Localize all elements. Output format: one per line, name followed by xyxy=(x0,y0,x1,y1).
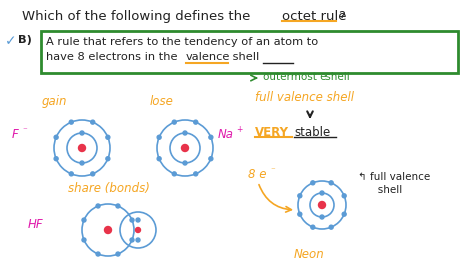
Text: ⁻: ⁻ xyxy=(316,72,321,81)
Circle shape xyxy=(69,120,73,124)
Text: F: F xyxy=(12,128,19,141)
Text: Neon: Neon xyxy=(294,248,325,261)
Circle shape xyxy=(96,204,100,208)
Text: Which of the following defines the: Which of the following defines the xyxy=(22,10,255,23)
Text: ↰ full valence: ↰ full valence xyxy=(358,172,430,182)
Circle shape xyxy=(311,181,315,185)
Circle shape xyxy=(311,225,315,229)
Circle shape xyxy=(91,120,95,124)
Circle shape xyxy=(136,227,140,232)
Text: share (bonds): share (bonds) xyxy=(68,182,150,195)
Circle shape xyxy=(69,172,73,176)
Text: 8 e: 8 e xyxy=(248,168,266,181)
Circle shape xyxy=(96,252,100,256)
Circle shape xyxy=(106,135,110,139)
Circle shape xyxy=(194,172,198,176)
Circle shape xyxy=(104,227,111,234)
Circle shape xyxy=(172,172,176,176)
Text: HF: HF xyxy=(28,218,44,231)
Circle shape xyxy=(209,157,213,161)
Text: outermost e: outermost e xyxy=(263,72,327,82)
Text: VERY: VERY xyxy=(255,126,289,139)
Circle shape xyxy=(136,238,140,242)
Circle shape xyxy=(298,212,302,216)
Text: stable: stable xyxy=(294,126,330,139)
Text: ✓: ✓ xyxy=(5,34,17,48)
Circle shape xyxy=(342,212,346,216)
Circle shape xyxy=(329,225,333,229)
Circle shape xyxy=(79,144,85,152)
Circle shape xyxy=(182,144,189,152)
Circle shape xyxy=(319,202,326,209)
Text: valence: valence xyxy=(186,52,230,62)
Text: full valence shell: full valence shell xyxy=(255,91,354,104)
Circle shape xyxy=(116,252,120,256)
Circle shape xyxy=(157,135,161,139)
Text: shell: shell xyxy=(322,72,350,82)
Circle shape xyxy=(320,191,324,195)
Circle shape xyxy=(54,157,58,161)
Circle shape xyxy=(298,194,302,198)
Circle shape xyxy=(91,172,95,176)
Circle shape xyxy=(130,218,134,222)
Text: Na: Na xyxy=(218,128,234,141)
Text: +: + xyxy=(236,125,242,134)
Circle shape xyxy=(130,238,134,242)
Text: lose: lose xyxy=(150,95,174,108)
Text: B): B) xyxy=(18,35,32,45)
Circle shape xyxy=(183,161,187,165)
Text: octet rule: octet rule xyxy=(282,10,346,23)
Circle shape xyxy=(136,218,140,222)
Text: gain: gain xyxy=(42,95,67,108)
Circle shape xyxy=(194,120,198,124)
Circle shape xyxy=(82,238,86,242)
Text: shell: shell xyxy=(229,52,259,62)
Circle shape xyxy=(320,215,324,219)
Circle shape xyxy=(329,181,333,185)
Circle shape xyxy=(54,135,58,139)
Circle shape xyxy=(342,194,346,198)
Circle shape xyxy=(80,131,84,135)
Circle shape xyxy=(183,131,187,135)
Text: ⁻: ⁻ xyxy=(270,166,275,175)
Text: shell: shell xyxy=(368,185,402,195)
Circle shape xyxy=(172,120,176,124)
Text: have 8 electrons in the: have 8 electrons in the xyxy=(46,52,181,62)
Text: ⁻: ⁻ xyxy=(22,126,27,135)
Text: ?: ? xyxy=(338,10,345,23)
Circle shape xyxy=(80,161,84,165)
Circle shape xyxy=(82,218,86,222)
Circle shape xyxy=(106,157,110,161)
Circle shape xyxy=(157,157,161,161)
Circle shape xyxy=(116,204,120,208)
Circle shape xyxy=(209,135,213,139)
Text: A rule that refers to the tendency of an atom to: A rule that refers to the tendency of an… xyxy=(46,37,318,47)
